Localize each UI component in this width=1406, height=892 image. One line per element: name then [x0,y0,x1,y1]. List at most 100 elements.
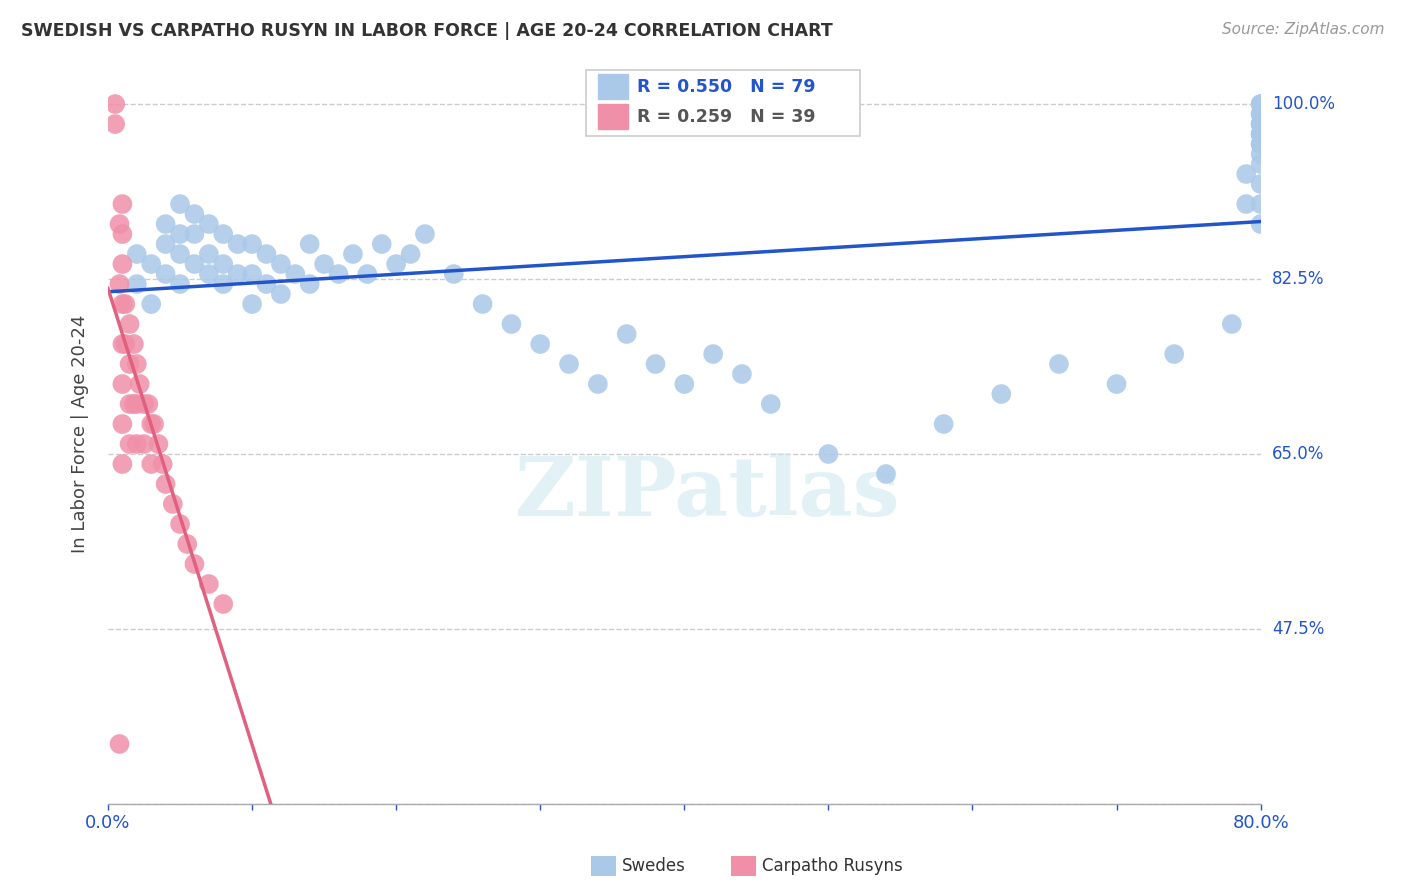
Point [1250,177,1272,191]
Point [399,247,422,261]
Point [1105,377,1128,392]
Point [132,397,155,411]
Point [1250,157,1272,171]
Point [111,377,134,392]
Point [1250,147,1272,161]
Point [122,337,145,351]
Point [1250,97,1272,112]
Point [108,737,131,751]
Point [1250,117,1272,131]
Point [314,257,336,271]
Point [1250,136,1272,151]
Point [284,267,307,281]
Point [118,317,141,331]
Point [817,447,839,461]
Point [111,257,134,271]
Point [1250,107,1272,121]
Point [226,267,249,281]
Point [111,197,134,211]
Point [875,467,897,481]
Point [471,297,494,311]
Point [125,357,148,371]
Point [141,257,163,271]
Point [114,337,136,351]
Point [270,287,292,301]
Text: Swedes: Swedes [621,857,685,875]
Point [256,247,278,261]
Point [385,257,408,271]
Point [644,357,666,371]
Point [443,267,465,281]
Point [132,437,155,451]
Point [1234,197,1257,211]
Point [155,237,177,252]
Point [143,417,166,431]
Point [586,377,609,392]
Point [155,477,177,491]
Point [328,267,350,281]
Point [558,357,581,371]
Point [759,397,782,411]
Point [702,347,724,361]
Point [155,267,177,281]
Text: SWEDISH VS CARPATHO RUSYN IN LABOR FORCE | AGE 20-24 CORRELATION CHART: SWEDISH VS CARPATHO RUSYN IN LABOR FORCE… [21,22,832,40]
Point [240,237,263,252]
Point [270,257,292,271]
Text: 47.5%: 47.5% [1272,620,1324,638]
Point [673,377,696,392]
Point [169,227,191,241]
Point [114,297,136,311]
Point [169,197,191,211]
Point [138,397,160,411]
Point [212,277,235,291]
Point [212,227,235,241]
Point [1250,127,1272,141]
Point [1250,127,1272,141]
Point [122,397,145,411]
Point [1250,107,1272,121]
Point [198,267,221,281]
Point [125,277,148,291]
Point [198,217,221,231]
Point [148,437,170,451]
Point [169,277,191,291]
Text: R = 0.259   N = 39: R = 0.259 N = 39 [637,108,815,126]
Point [1250,97,1272,112]
Point [1250,217,1272,231]
Point [152,457,174,471]
Point [111,457,134,471]
Point [212,597,235,611]
Point [176,537,198,551]
Point [125,247,148,261]
Point [111,337,134,351]
Point [118,397,141,411]
Text: 82.5%: 82.5% [1272,270,1324,288]
Point [1250,136,1272,151]
Point [226,237,249,252]
Point [198,577,221,591]
Point [141,417,163,431]
Point [1250,117,1272,131]
Point [125,437,148,451]
Point [413,227,436,241]
Point [183,207,205,221]
Point [240,267,263,281]
Point [141,297,163,311]
Point [1163,347,1185,361]
Text: R = 0.550   N = 79: R = 0.550 N = 79 [637,78,815,95]
Point [1047,357,1070,371]
Point [125,397,148,411]
Point [128,377,150,392]
Point [1220,317,1243,331]
Point [342,247,364,261]
Point [111,227,134,241]
Point [169,247,191,261]
Text: Source: ZipAtlas.com: Source: ZipAtlas.com [1222,22,1385,37]
Point [529,337,551,351]
Point [141,457,163,471]
Point [198,247,221,261]
Point [111,297,134,311]
Point [356,267,378,281]
Point [731,367,754,381]
Point [240,297,263,311]
